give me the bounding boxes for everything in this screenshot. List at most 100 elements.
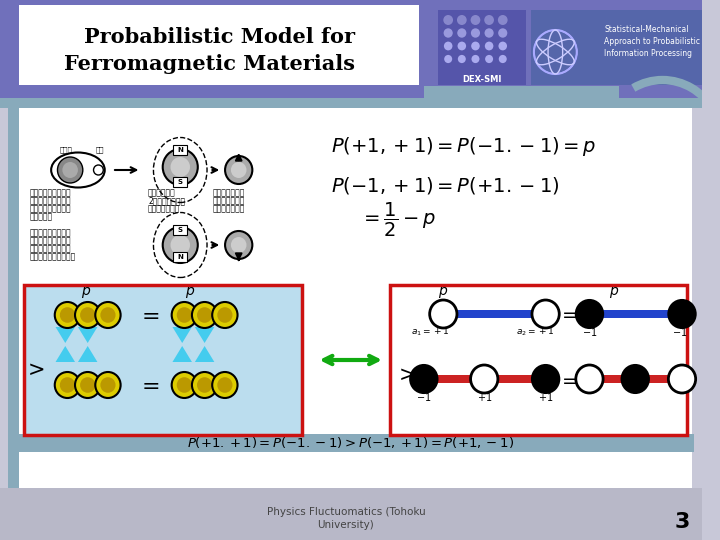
Bar [590, 375, 682, 383]
Text: $=$: $=$ [137, 305, 159, 325]
Circle shape [444, 42, 452, 50]
Polygon shape [55, 346, 75, 362]
Circle shape [60, 377, 75, 393]
Circle shape [100, 307, 115, 323]
Bar [184, 382, 225, 388]
Circle shape [95, 372, 121, 398]
Circle shape [457, 42, 466, 50]
Text: $p$: $p$ [81, 285, 91, 300]
Circle shape [410, 365, 438, 393]
Circle shape [472, 55, 480, 63]
Bar [0, 0, 701, 100]
Circle shape [197, 307, 212, 323]
Text: N: N [177, 147, 183, 153]
Text: っている．: っている． [30, 212, 53, 221]
Bar [24, 285, 302, 435]
Polygon shape [195, 327, 215, 343]
Circle shape [471, 365, 498, 393]
Text: 電子: 電子 [96, 147, 104, 153]
Bar [424, 375, 546, 383]
Text: DEX-SMI: DEX-SMI [462, 76, 502, 84]
Text: $p$: $p$ [438, 285, 449, 300]
Circle shape [80, 377, 95, 393]
Circle shape [60, 307, 75, 323]
Bar [424, 86, 618, 108]
Text: の違いに反映される．: の違いに反映される． [30, 252, 76, 261]
Text: Physics Fluctuomatics (Tohoku: Physics Fluctuomatics (Tohoku [266, 507, 426, 517]
Bar [174, 225, 187, 235]
Circle shape [212, 302, 238, 328]
Circle shape [55, 372, 80, 398]
Circle shape [171, 235, 190, 255]
Circle shape [498, 42, 507, 50]
Text: S: S [178, 227, 183, 233]
Text: 自転の個数の違いが: 自転の個数の違いが [30, 236, 71, 245]
Text: $+1$: $+1$ [477, 391, 492, 403]
Text: 右向き自転と左向き: 右向き自転と左向き [30, 228, 71, 237]
Circle shape [75, 302, 100, 328]
Bar [174, 145, 187, 155]
Text: して表現する．: して表現する． [212, 204, 245, 213]
Text: $P(+1,+1) = P(-1.-1) = p$: $P(+1,+1) = P(-1.-1) = p$ [331, 136, 597, 159]
Circle shape [444, 15, 453, 25]
Text: $a_2=+1$: $a_2=+1$ [516, 326, 555, 338]
Text: Probabilistic Model for: Probabilistic Model for [84, 27, 355, 47]
Text: 各原子の磁気的性質: 各原子の磁気的性質 [30, 244, 71, 253]
Polygon shape [78, 327, 97, 343]
Text: $p$: $p$ [185, 285, 195, 300]
Circle shape [95, 302, 121, 328]
Bar [184, 312, 225, 318]
Circle shape [192, 302, 217, 328]
Bar [438, 10, 526, 85]
Bar [0, 488, 701, 540]
Text: Statistical-Mechanical: Statistical-Mechanical [604, 25, 688, 35]
Circle shape [212, 372, 238, 398]
Bar [390, 285, 687, 435]
Bar [531, 10, 701, 85]
Circle shape [225, 231, 252, 259]
Text: 左向きに自転しなが: 左向きに自転しなが [30, 196, 71, 205]
Circle shape [532, 300, 559, 328]
Bar [8, 300, 19, 485]
Text: $+1$: $+1$ [538, 391, 554, 403]
Circle shape [80, 307, 95, 323]
Bar [68, 312, 108, 318]
Circle shape [485, 15, 494, 25]
Circle shape [75, 372, 100, 398]
Text: N: N [177, 254, 183, 260]
Text: $-1$: $-1$ [672, 326, 688, 338]
Circle shape [458, 55, 466, 63]
Circle shape [217, 307, 233, 323]
Circle shape [471, 42, 480, 50]
Circle shape [457, 15, 467, 25]
Text: Information Processing: Information Processing [604, 50, 692, 58]
Bar [19, 105, 692, 490]
Text: 3: 3 [675, 512, 690, 532]
Circle shape [192, 372, 217, 398]
Circle shape [176, 377, 192, 393]
Text: University): University) [318, 520, 374, 530]
Circle shape [430, 300, 457, 328]
Text: の「スピン」と: の「スピン」と [212, 196, 245, 205]
Text: 原子核: 原子核 [60, 147, 73, 153]
Circle shape [58, 157, 83, 183]
Bar [174, 177, 187, 187]
Text: 2種類のミニ磁石: 2種類のミニ磁石 [148, 196, 185, 205]
Text: $=$: $=$ [558, 369, 578, 388]
Polygon shape [78, 346, 97, 362]
Text: $=\dfrac{1}{2}-p$: $=\dfrac{1}{2}-p$ [361, 201, 437, 239]
Circle shape [225, 156, 252, 184]
Circle shape [171, 372, 197, 398]
Text: Approach to Probabilistic: Approach to Probabilistic [604, 37, 700, 46]
Circle shape [231, 162, 246, 178]
Bar [444, 310, 546, 318]
Circle shape [444, 28, 453, 38]
Polygon shape [173, 346, 192, 362]
Text: Ferromagnetic Materials: Ferromagnetic Materials [64, 54, 355, 74]
Circle shape [55, 302, 80, 328]
Circle shape [63, 162, 78, 178]
Text: ら原子核の周りを回: ら原子核の周りを回 [30, 204, 71, 213]
Circle shape [621, 365, 649, 393]
Ellipse shape [51, 152, 104, 187]
Circle shape [471, 15, 480, 25]
